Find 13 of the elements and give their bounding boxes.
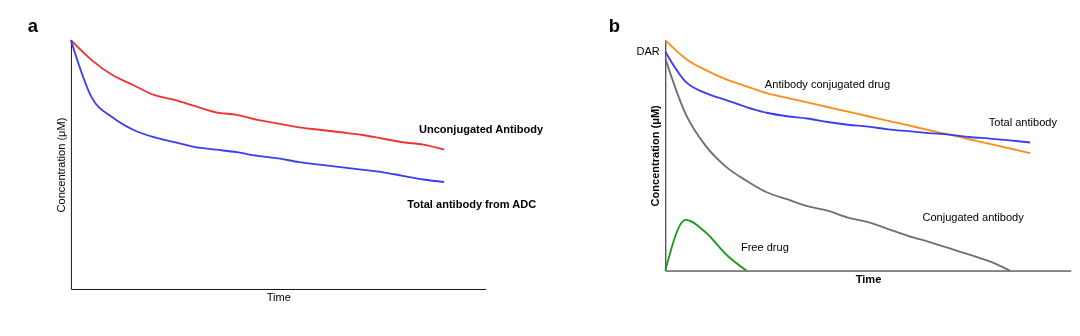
x-axis-title: Time xyxy=(855,273,882,286)
series-label: Total antibody xyxy=(988,115,1058,128)
chart-title: b xyxy=(608,14,621,36)
text: DAR xyxy=(636,44,660,57)
series-label: Antibody conjugated drug xyxy=(764,77,891,90)
series-label: Free drug xyxy=(740,241,789,254)
chart-title: a xyxy=(27,14,39,36)
y-axis-title: Concentration (μM) xyxy=(649,104,662,207)
text: Total antibody from ADC xyxy=(407,197,537,210)
y-axis-title: Concentration (μM) xyxy=(54,117,67,213)
series-label: Unconjugated Antibody xyxy=(418,123,544,136)
series-label: Conjugated antibody xyxy=(922,210,1025,223)
x-axis-title: Time xyxy=(266,291,291,304)
